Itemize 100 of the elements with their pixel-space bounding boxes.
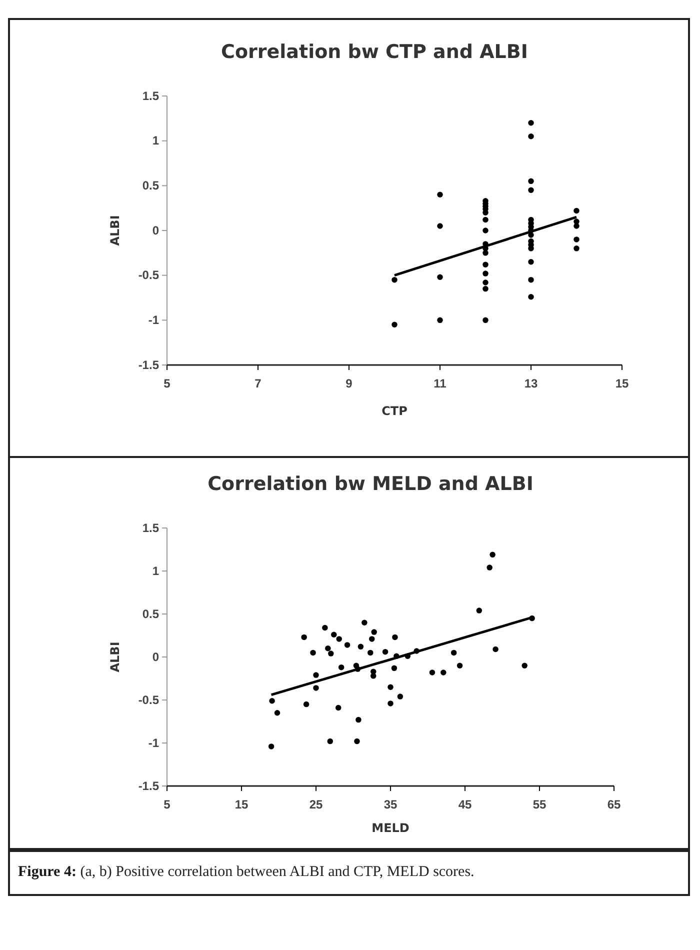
point xyxy=(268,744,274,750)
point xyxy=(328,650,334,656)
x-tick-label: 45 xyxy=(458,797,472,812)
point xyxy=(414,648,420,654)
point xyxy=(392,276,398,283)
point xyxy=(331,632,337,638)
x-tick-label: 13 xyxy=(524,376,538,390)
x-tick-label: 65 xyxy=(607,797,621,812)
y-tick-label: -1.5 xyxy=(138,778,160,793)
x-tick-label: 35 xyxy=(384,797,398,812)
point xyxy=(269,698,275,704)
point xyxy=(397,694,404,700)
point xyxy=(404,653,411,660)
y-tick-label: 0 xyxy=(152,650,160,664)
point xyxy=(437,274,443,280)
point xyxy=(392,634,398,640)
point xyxy=(529,615,535,622)
point xyxy=(303,701,310,708)
point xyxy=(370,673,376,679)
chart-title: Correlation bw MELD and ALBI xyxy=(208,473,534,495)
y-axis-title: ALBI xyxy=(108,642,122,672)
point xyxy=(482,262,488,268)
x-axis-title: CTP xyxy=(382,404,408,418)
y-axis-title: ALBI xyxy=(108,215,122,246)
x-tick-label: 7 xyxy=(254,376,262,390)
point xyxy=(310,650,316,656)
point xyxy=(574,208,580,214)
y-tick-label: -1.5 xyxy=(138,358,160,372)
point xyxy=(437,317,443,324)
x-tick-label: 9 xyxy=(346,376,353,390)
point xyxy=(437,223,443,229)
point xyxy=(344,642,350,648)
y-tick-label: 1.5 xyxy=(142,88,160,103)
point xyxy=(354,666,361,672)
point xyxy=(528,259,534,265)
point xyxy=(528,232,534,238)
point xyxy=(274,710,280,716)
point xyxy=(574,236,580,242)
point xyxy=(528,133,534,140)
y-tick-label: -1 xyxy=(148,736,160,750)
point xyxy=(482,216,488,223)
point xyxy=(391,665,398,672)
x-tick-label: 15 xyxy=(234,797,248,812)
point xyxy=(486,564,492,570)
point xyxy=(490,552,496,558)
chart-title: Correlation bw CTP and ALBI xyxy=(221,41,528,63)
x-tick-label: 11 xyxy=(434,376,447,390)
point xyxy=(301,634,307,640)
point xyxy=(456,662,463,668)
point xyxy=(388,700,394,706)
point xyxy=(356,716,362,723)
point xyxy=(476,608,482,614)
y-tick-label: 0 xyxy=(152,223,160,238)
point xyxy=(354,738,360,744)
point xyxy=(325,646,331,652)
point xyxy=(392,322,398,328)
point xyxy=(388,684,394,690)
point xyxy=(528,276,534,283)
y-tick-label: 1.5 xyxy=(142,520,160,535)
point xyxy=(327,738,334,744)
point xyxy=(335,704,342,711)
point xyxy=(482,270,488,276)
point xyxy=(368,650,374,656)
x-tick-label: 25 xyxy=(309,797,323,812)
point xyxy=(482,286,488,292)
point xyxy=(362,620,368,626)
y-tick-label: 1 xyxy=(152,564,160,578)
point xyxy=(574,246,580,252)
point xyxy=(371,629,377,635)
point xyxy=(482,250,488,256)
y-tick-label: 0.5 xyxy=(142,606,160,621)
point xyxy=(482,228,488,234)
point xyxy=(440,670,446,676)
point xyxy=(482,280,488,286)
point xyxy=(522,662,528,668)
point xyxy=(528,178,534,184)
y-tick-label: 1 xyxy=(152,134,160,148)
point xyxy=(429,670,436,676)
point xyxy=(437,192,443,198)
caption: Figure 4: (a, b) Positive correlation between ALBI and CTP, MELD scores. xyxy=(18,864,474,880)
point xyxy=(574,223,580,229)
point xyxy=(450,650,457,656)
y-tick-label: 0.5 xyxy=(142,178,160,193)
y-tick-label: -0.5 xyxy=(138,692,160,707)
point xyxy=(369,636,375,642)
x-axis-title: MELD xyxy=(372,821,410,835)
point xyxy=(528,120,534,126)
point xyxy=(322,624,328,631)
point xyxy=(492,646,498,652)
x-tick-label: 5 xyxy=(164,376,171,390)
point xyxy=(528,187,534,194)
x-tick-label: 55 xyxy=(532,797,546,812)
point xyxy=(313,672,319,678)
point xyxy=(382,648,388,655)
point xyxy=(313,685,319,691)
point xyxy=(482,317,488,324)
point xyxy=(394,653,400,660)
y-tick-label: -1 xyxy=(148,313,160,328)
point xyxy=(358,644,364,650)
point xyxy=(336,636,342,642)
